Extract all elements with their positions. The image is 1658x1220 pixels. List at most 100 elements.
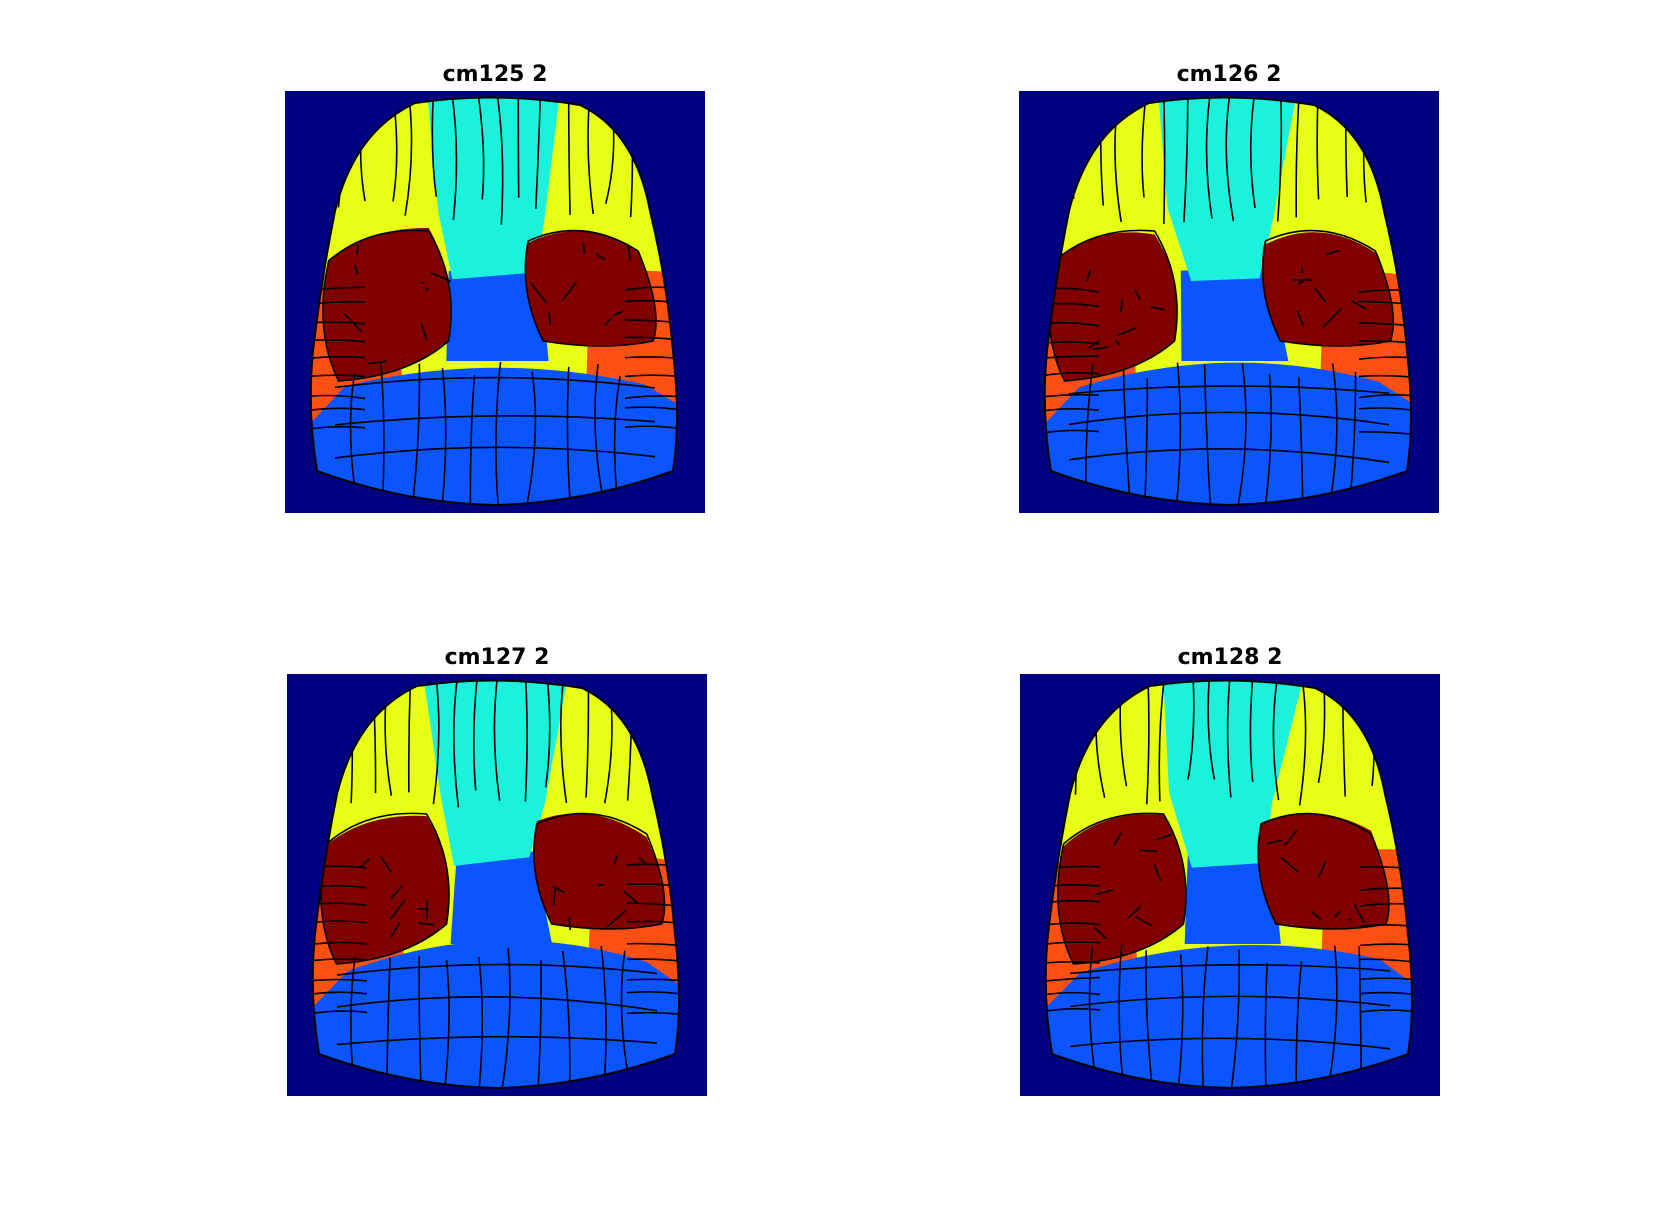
parcel-boundary <box>1359 924 1412 931</box>
parcel-boundary <box>1358 431 1411 439</box>
parcel-boundary <box>623 890 638 903</box>
parcel-boundary <box>1284 830 1298 846</box>
parcel-boundary <box>626 902 679 911</box>
parcel-boundary <box>1327 945 1338 1088</box>
parcel-boundary <box>597 883 604 887</box>
parcel-boundary <box>312 865 368 873</box>
parcel-boundary <box>1266 839 1283 845</box>
parcel-boundary <box>1298 680 1307 806</box>
brain-parcellation-image <box>1020 674 1440 1096</box>
parcel-boundary <box>1249 680 1254 782</box>
parcel-boundary <box>1264 962 1269 1088</box>
parcel-boundary <box>1358 322 1411 330</box>
parcel-boundary <box>1044 429 1100 439</box>
parcel-boundary <box>1088 340 1100 349</box>
parcel-boundary <box>336 1035 658 1046</box>
parcel-boundary <box>1358 356 1411 362</box>
parcel-boundary <box>1153 864 1162 882</box>
parcel-boundary <box>1150 306 1165 311</box>
parcel-boundary <box>390 885 403 899</box>
parcel-boundary <box>530 282 548 304</box>
parcel-boundary <box>626 920 679 928</box>
parcel-boundary <box>613 855 618 865</box>
parcel-boundary <box>1093 346 1109 350</box>
region-outline <box>320 812 450 965</box>
parcel-boundary <box>501 947 511 1088</box>
parcel-boundary <box>312 991 368 1000</box>
brain-outline <box>1044 679 1413 1090</box>
parcel-boundary <box>1045 899 1101 908</box>
parcel-boundary <box>548 312 552 326</box>
parcel-boundary <box>312 978 368 985</box>
parcel-boundary <box>1358 393 1411 401</box>
parcel-boundary <box>1358 374 1411 382</box>
parcel-boundary <box>524 680 528 802</box>
parcel-boundary <box>606 909 627 928</box>
parcel-boundary <box>1207 680 1216 780</box>
brain-outline <box>1043 96 1412 507</box>
region-outline <box>1057 812 1187 965</box>
panel-title: cm126 2 <box>1176 62 1282 87</box>
parcel-boundary <box>1359 943 1412 949</box>
parcel-boundary <box>312 884 368 892</box>
parcel-boundary <box>444 959 450 1088</box>
parcel-boundary <box>568 917 572 931</box>
brain-parcellation-image <box>287 674 707 1096</box>
parcel-boundary <box>310 425 366 435</box>
parcel-boundary <box>389 899 406 920</box>
parcel-boundary <box>1351 300 1367 310</box>
parcel-boundary <box>1069 995 1391 1008</box>
parcel-boundary <box>1068 411 1390 426</box>
parcel-boundary <box>1116 327 1137 337</box>
parcel-boundary <box>310 355 366 363</box>
parcel-boundary <box>626 991 679 1000</box>
panel-cm127: cm127 2 <box>287 643 707 1098</box>
parcel-boundary <box>1322 307 1342 328</box>
parcel-boundary <box>1358 407 1411 416</box>
parcel-boundary <box>594 363 605 505</box>
parcel-boundary <box>1145 950 1154 1088</box>
parcel-boundary <box>453 680 460 808</box>
parcel-boundary <box>626 958 679 966</box>
parcel-boundary <box>360 857 371 869</box>
parcel-boundary <box>353 264 359 275</box>
parcel-boundary <box>389 922 401 939</box>
parcel-boundary <box>1086 269 1092 282</box>
parcel-boundary <box>1328 363 1338 505</box>
parcel-boundary <box>386 957 391 1088</box>
parcel-boundary <box>334 414 656 426</box>
parcel-boundary <box>624 299 677 309</box>
parcel-boundary <box>1045 941 1101 949</box>
parcel-boundary <box>1325 249 1340 256</box>
parcel-boundary <box>1295 97 1301 218</box>
parcel-boundary <box>1044 302 1100 309</box>
parcel-boundary <box>425 900 429 919</box>
parcel-boundary <box>1353 904 1365 923</box>
parcel-boundary <box>1177 954 1184 1088</box>
parcel-boundary <box>526 371 537 505</box>
parcel-boundary <box>1175 362 1182 505</box>
parcel-boundary <box>600 946 607 1088</box>
parcel-boundary <box>1359 977 1412 985</box>
parcel-boundary <box>537 960 542 1088</box>
parcel-boundary <box>1249 97 1256 209</box>
parcel-boundary <box>604 317 612 326</box>
parcel-boundary <box>1045 991 1101 1001</box>
parcel-boundary <box>1314 287 1327 303</box>
parcel-boundary <box>336 996 658 1012</box>
parcel-boundary <box>1226 680 1232 798</box>
parcel-boundary <box>1093 926 1108 940</box>
parcel-boundary <box>1044 393 1100 401</box>
parcel-boundary <box>1044 287 1100 295</box>
parcel-boundary <box>1044 321 1100 330</box>
parcel-boundary <box>1272 680 1280 801</box>
parcel-boundary <box>432 680 440 805</box>
parcel-boundary <box>595 253 606 261</box>
parcel-boundary <box>534 97 542 209</box>
parcel-boundary <box>1069 1037 1391 1050</box>
parcel-boundary <box>1140 849 1157 853</box>
parcel-boundary <box>343 313 363 333</box>
parcel-boundary <box>1045 976 1101 985</box>
parcel-boundary <box>1205 97 1213 219</box>
parcel-boundary <box>626 883 679 892</box>
